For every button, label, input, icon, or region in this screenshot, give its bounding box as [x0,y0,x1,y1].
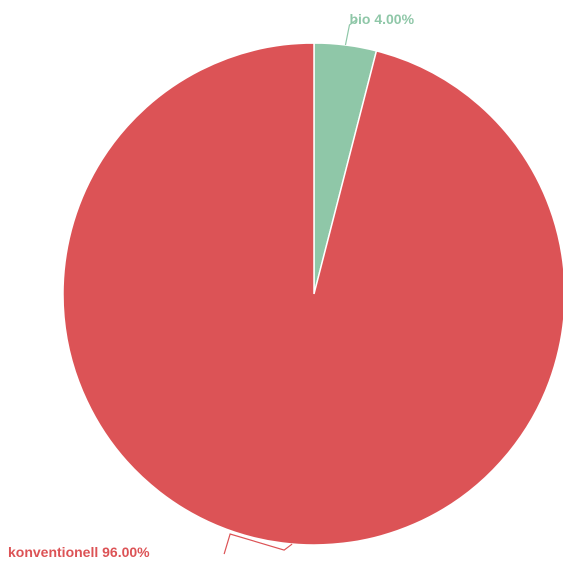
leader-line-bio [344,18,358,46]
labels-layer: bio 4.00% konventionell 96.00% [8,11,415,560]
slices-layer [62,42,563,546]
slice-label-konventionell: konventionell 96.00% [8,544,150,560]
pie-slice-konventionell[interactable] [62,42,563,546]
leader-line-konventionell [223,533,293,555]
slice-label-bio: bio 4.00% [349,11,414,27]
